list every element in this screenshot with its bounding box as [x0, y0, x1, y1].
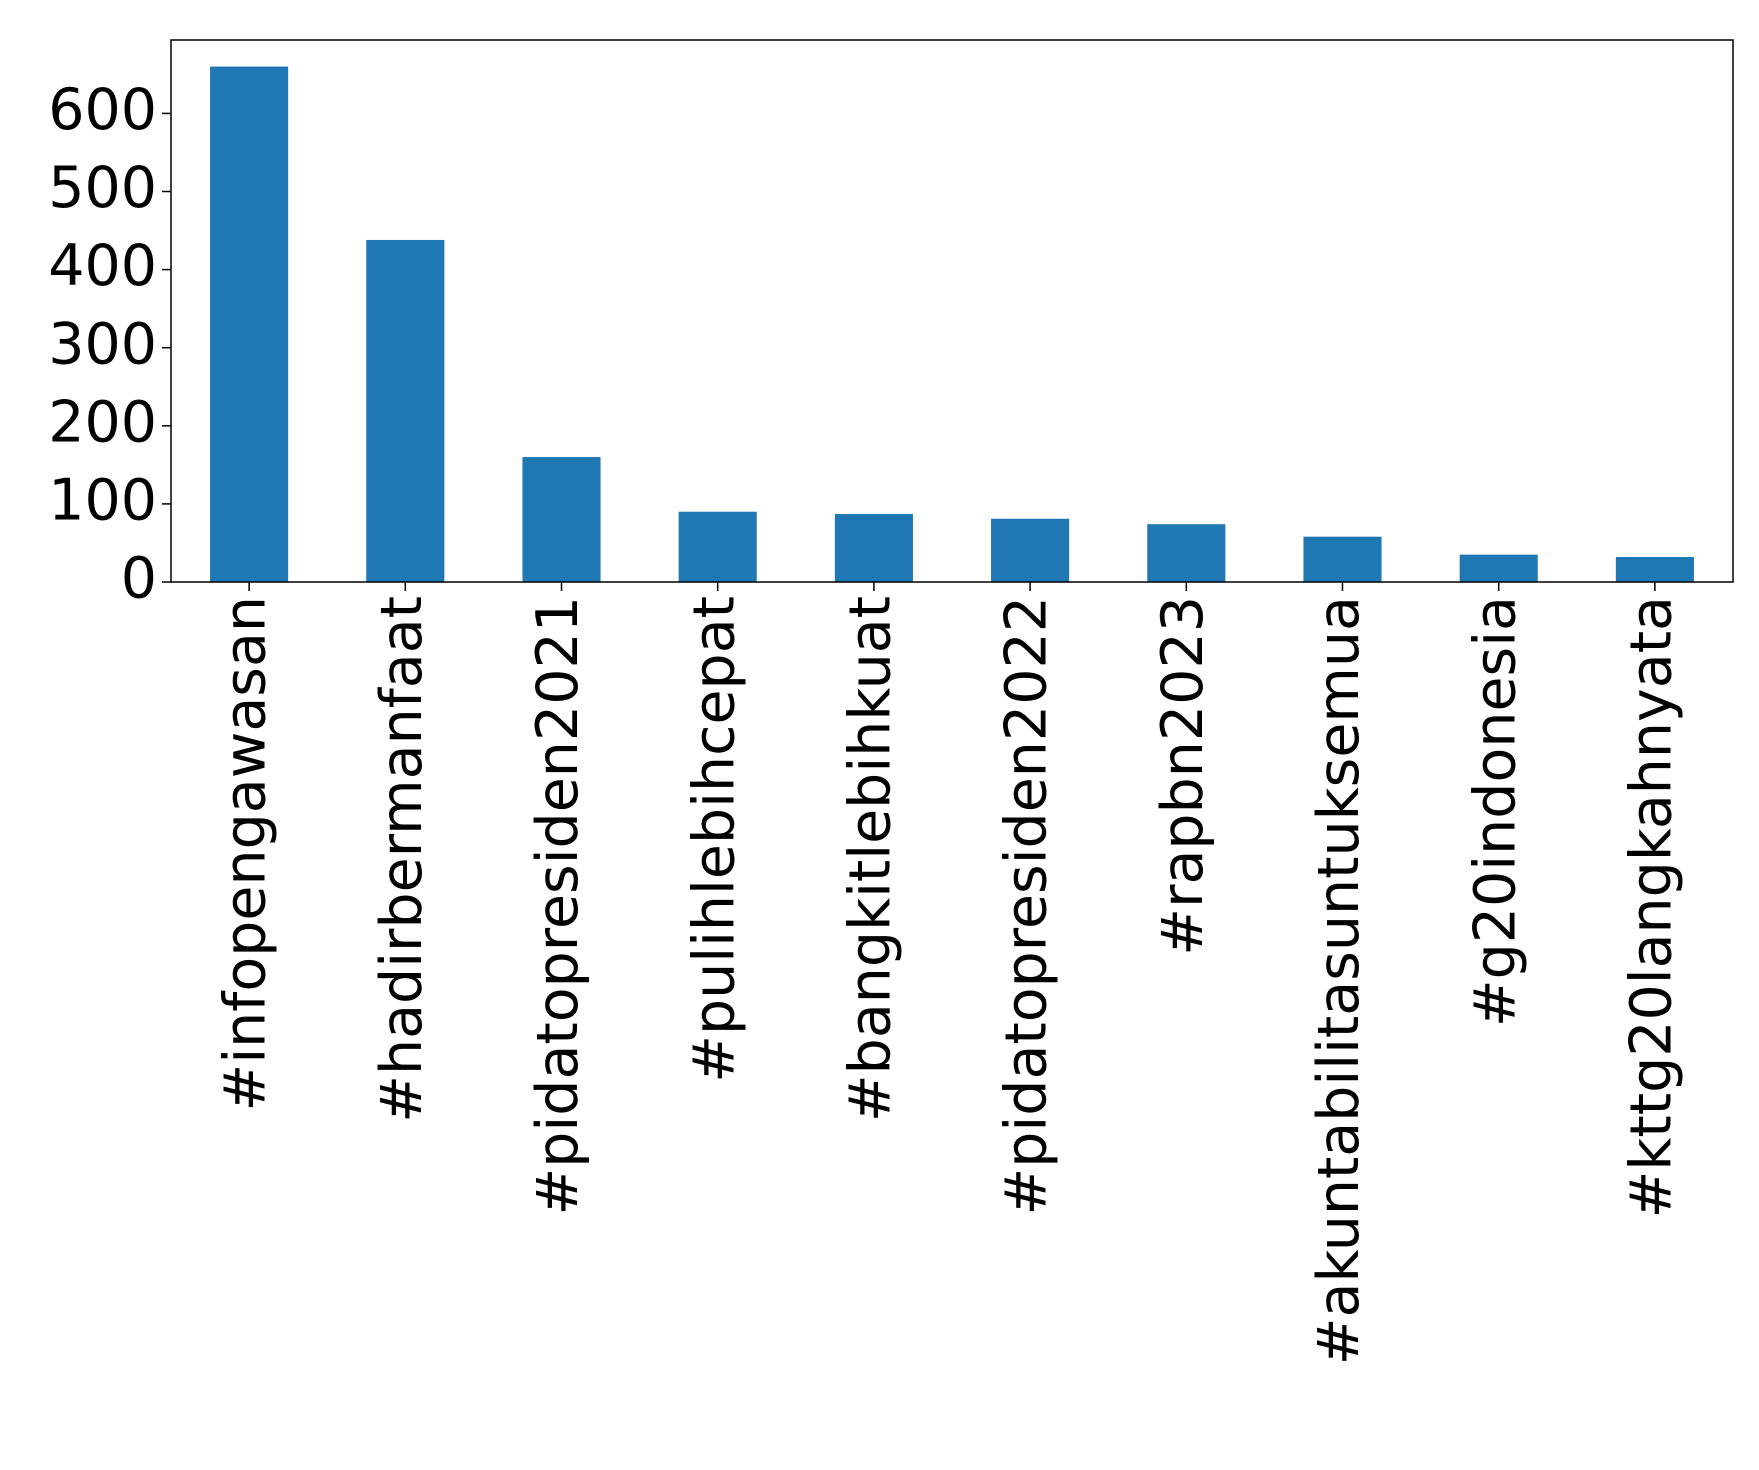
x-tick-label: #hadirbermanfaat — [369, 596, 435, 1123]
bar — [1459, 554, 1538, 582]
x-tick-label: #rapbn2023 — [1150, 596, 1216, 956]
x-tick-label: #akuntabilitasuntuksemua — [1306, 596, 1372, 1365]
x-tick-label: #kttg20langkahnyata — [1619, 596, 1685, 1218]
bar — [210, 66, 289, 582]
y-tick-label: 300 — [48, 311, 157, 377]
y-tick-label: 0 — [121, 546, 157, 612]
plot-frame — [170, 39, 1734, 583]
x-tick-label: #pulihlebihcepat — [681, 596, 747, 1083]
y-tick-label: 500 — [48, 155, 157, 221]
bar — [1303, 536, 1382, 582]
bar — [678, 511, 757, 582]
bar — [522, 457, 601, 582]
bar — [834, 514, 913, 582]
bar — [366, 239, 445, 582]
bar — [1147, 524, 1226, 582]
y-tick-label: 400 — [48, 233, 157, 299]
y-tick-label: 600 — [48, 77, 157, 143]
x-tick-label: #g20indonesia — [1462, 596, 1528, 1027]
bar — [991, 518, 1070, 582]
y-tick-label: 100 — [48, 468, 157, 534]
x-tick-label: #pidatopresiden2022 — [994, 596, 1060, 1216]
x-tick-label: #pidatopresiden2021 — [525, 596, 591, 1216]
bar — [1615, 557, 1694, 582]
x-tick-label: #infopengawasan — [213, 596, 279, 1111]
x-tick-label: #bangkitlebihkuat — [838, 596, 904, 1122]
y-tick-label: 200 — [48, 389, 157, 455]
